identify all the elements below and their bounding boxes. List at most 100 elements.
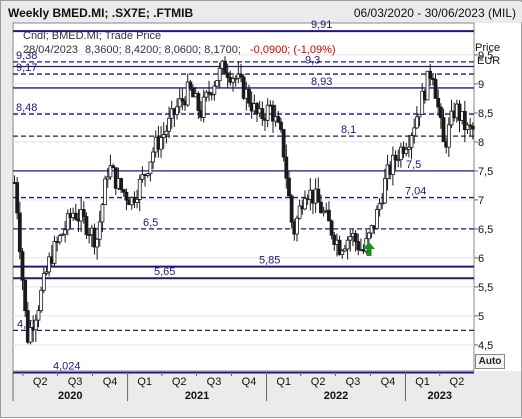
- quarter-label: Q3: [68, 376, 83, 388]
- candle-body: [276, 116, 281, 123]
- candle-body: [462, 111, 467, 130]
- title-bar: Weekly BMED.MI; .SX7E; .FTMIB 06/03/2020…: [2, 2, 522, 22]
- candle-body: [63, 229, 68, 235]
- candle-body: [417, 113, 422, 118]
- candle-body: [33, 319, 38, 331]
- quarter-label: Q1: [276, 376, 291, 388]
- quarter-label: Q1: [415, 376, 430, 388]
- quarter-label: Q2: [450, 376, 465, 388]
- quarter-label: Q1: [137, 376, 152, 388]
- price-tick-label: 8,5: [478, 108, 493, 120]
- candle-body: [367, 232, 371, 240]
- candle-body: [353, 233, 358, 242]
- candle-body: [41, 273, 46, 291]
- candle-body: [97, 221, 102, 240]
- date-ticks: Q2 Q3 Q4 Q1 Q2 Q3 Q4 Q1 Q2 Q3 Q4 Q1 Q2 2020 2021 2022 20…: [12, 371, 465, 402]
- quarter-label: Q3: [346, 376, 361, 388]
- candle-body: [108, 165, 113, 178]
- auto-scale-button[interactable]: Auto: [475, 354, 505, 369]
- candle-body: [239, 73, 243, 78]
- candle-body: [28, 327, 33, 343]
- candle-body: [470, 125, 475, 130]
- candle-body: [175, 106, 179, 115]
- candle-body: [23, 279, 28, 312]
- candle-body: [303, 197, 307, 210]
- candle-body: [404, 149, 409, 154]
- candle-body: [321, 211, 326, 214]
- level-label: 5,85: [259, 255, 280, 267]
- candle-body: [375, 209, 379, 229]
- year-label: 2023: [427, 390, 451, 402]
- candle-body: [215, 80, 219, 87]
- candle-body: [124, 191, 129, 201]
- candle-body: [212, 85, 217, 95]
- candle-body: [297, 205, 302, 219]
- quarter-label: Q2: [33, 376, 48, 388]
- year-label: 2020: [58, 390, 82, 402]
- candle-body: [25, 310, 30, 343]
- candle-body: [177, 98, 182, 108]
- candle-body: [337, 239, 342, 256]
- level-label: 7,04: [405, 186, 426, 198]
- level-label: 8,1: [341, 124, 356, 136]
- candle-body: [159, 137, 163, 150]
- candle-body: [316, 188, 321, 203]
- candle-body: [119, 178, 123, 190]
- candle-body: [284, 156, 289, 179]
- quarter-label: Q2: [172, 376, 187, 388]
- candle-body: [84, 216, 89, 235]
- candle-body: [73, 212, 78, 220]
- candle-body: [396, 159, 401, 162]
- candle-body: [281, 129, 286, 158]
- candle-body: [225, 72, 230, 78]
- candle-body: [433, 79, 438, 99]
- candle-body: [382, 178, 387, 204]
- candle-body: [260, 108, 265, 120]
- candle-body: [412, 127, 417, 137]
- candle-body: [17, 212, 22, 253]
- candle-body: [105, 176, 110, 180]
- candlesticks: [12, 56, 475, 345]
- candle-body: [140, 174, 145, 180]
- candle-body: [44, 271, 49, 274]
- candle-body: [52, 241, 57, 264]
- level-label: 9,3: [305, 55, 320, 67]
- candle-body: [265, 104, 270, 121]
- level-label: 7,5: [406, 159, 421, 171]
- candle-body: [191, 88, 195, 98]
- candle-body: [39, 289, 44, 312]
- candle-body: [15, 182, 20, 214]
- quarter-label: Q3: [207, 376, 222, 388]
- candle-body: [271, 104, 275, 122]
- level-label: 9,17: [16, 62, 37, 74]
- price-tick-label: 6,5: [478, 224, 493, 236]
- candle-body: [164, 130, 169, 135]
- price-tick-label: 7,5: [478, 166, 493, 178]
- candle-body: [377, 203, 382, 210]
- candle-body: [441, 117, 446, 143]
- candle-body: [348, 236, 353, 241]
- candle-body: [180, 98, 185, 102]
- candle-body: [430, 77, 435, 80]
- candle-body: [340, 250, 345, 256]
- legend-info: Cndl; BMED.MI; Trade Price 28/04/2023 8,…: [23, 30, 336, 56]
- candle-body: [425, 70, 430, 101]
- candle-body: [380, 202, 385, 205]
- price-axis-unit: EUR: [477, 55, 500, 67]
- price-tick-label: 5: [478, 311, 484, 323]
- candle-body: [345, 239, 350, 250]
- candle-body: [207, 91, 211, 95]
- price-tick-label: 8: [478, 137, 484, 149]
- candle-body: [57, 235, 62, 243]
- quarter-label: Q4: [381, 376, 396, 388]
- price-axis-panel: [474, 23, 521, 371]
- quarter-label: Q2: [311, 376, 326, 388]
- candle-body: [167, 117, 171, 132]
- legend-series: Cndl; BMED.MI; Trade Price: [23, 30, 161, 42]
- legend-change: -0,0900; (-1,09%): [250, 44, 336, 56]
- candle-body: [327, 209, 331, 222]
- candle-body: [233, 77, 238, 80]
- candle-body: [295, 217, 299, 235]
- candle-body: [185, 81, 190, 106]
